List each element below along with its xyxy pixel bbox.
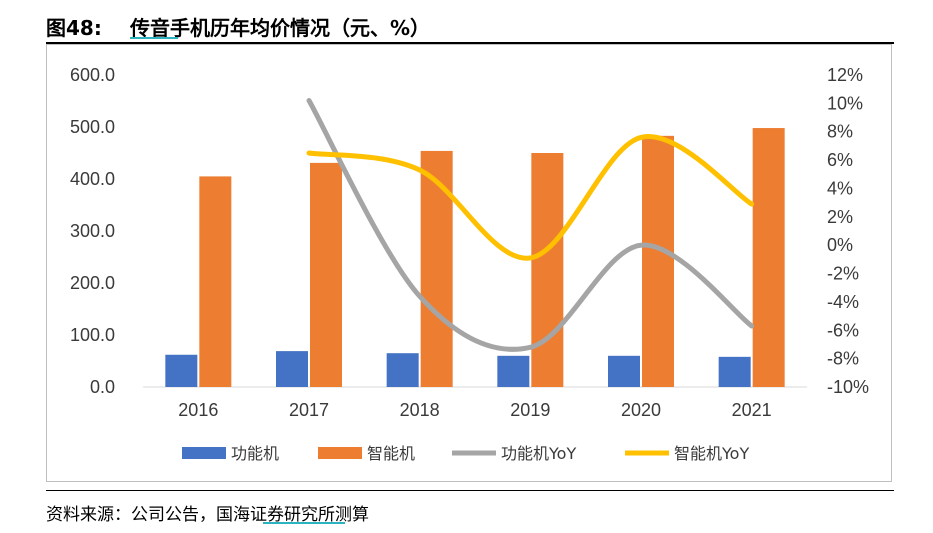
y-right-tick-label: -10% (827, 377, 869, 397)
y-right-tick-label: 10% (827, 93, 863, 113)
x-tick-label: 2019 (510, 400, 550, 420)
bar-feature-phone (718, 356, 751, 387)
legend-swatch (182, 447, 226, 459)
chart-frame: 0.0 100.0 200.0 300.0 400.0 500.0 600.0 -10% -8%… (46, 44, 892, 482)
top-rule (46, 42, 894, 44)
bar-smartphone (199, 176, 232, 387)
y-right-tick-label: 8% (827, 122, 853, 142)
y-right-tick-label: 0% (827, 235, 853, 255)
y-right-tick-label: 12% (827, 65, 863, 85)
source-underline (263, 522, 345, 524)
y-left-tick-label: 600.0 (70, 65, 115, 85)
title-underline (130, 37, 178, 39)
legend-label: 功能机YoY (501, 444, 576, 463)
y-right-tick-label: -4% (827, 292, 859, 312)
x-tick-label: 2017 (289, 400, 329, 420)
x-tick-label: 2021 (732, 400, 772, 420)
y-left-tick-label: 300.0 (70, 221, 115, 241)
x-tick-label: 2018 (400, 400, 440, 420)
y-left-tick-label: 100.0 (70, 325, 115, 345)
bar-feature-phone (608, 355, 640, 387)
legend-label: 智能机YoY (674, 444, 749, 463)
x-tick-label: 2020 (621, 400, 661, 420)
figure-number: 图48: (46, 16, 102, 40)
y-right-tick-label: 2% (827, 207, 853, 227)
bar-smartphone (752, 128, 785, 387)
line-feature-phone-yoy (306, 98, 755, 352)
line-smartphone-yoy (306, 134, 755, 261)
bar-smartphone (531, 153, 564, 387)
bar-smartphone (420, 150, 453, 387)
y-left-tick-label: 0.0 (90, 377, 115, 397)
bar-smartphone (642, 135, 674, 387)
legend-swatch (318, 447, 362, 459)
y-right-tick-label: -8% (827, 349, 859, 369)
y-right-tick-label: -2% (827, 264, 859, 284)
y-right-tick-label: 4% (827, 178, 853, 198)
bar-feature-phone (497, 355, 530, 387)
y-left-tick-label: 200.0 (70, 273, 115, 293)
bar-feature-phone (386, 353, 419, 387)
figure-header: 图48: 传音手机历年均价情况（元、%） (46, 8, 894, 42)
bar-feature-phone (165, 354, 198, 387)
legend-label: 功能机 (231, 444, 279, 463)
y-right-tick-label: -6% (827, 320, 859, 340)
y-left-tick-label: 400.0 (70, 169, 115, 189)
source-note: 资料来源：公司公告，国海证券研究所测算 (46, 505, 369, 525)
figure-title: 传音手机历年均价情况（元、%） (130, 16, 431, 40)
x-tick-label: 2016 (178, 400, 218, 420)
bottom-rule (46, 490, 894, 491)
bar-smartphone (310, 162, 342, 387)
y-left-tick-label: 500.0 (70, 117, 115, 137)
chart-svg: 0.0 100.0 200.0 300.0 400.0 500.0 600.0 -10% -8%… (70, 65, 869, 463)
bar-feature-phone (276, 351, 308, 387)
legend-label: 智能机 (367, 444, 415, 463)
y-right-tick-label: 6% (827, 150, 853, 170)
